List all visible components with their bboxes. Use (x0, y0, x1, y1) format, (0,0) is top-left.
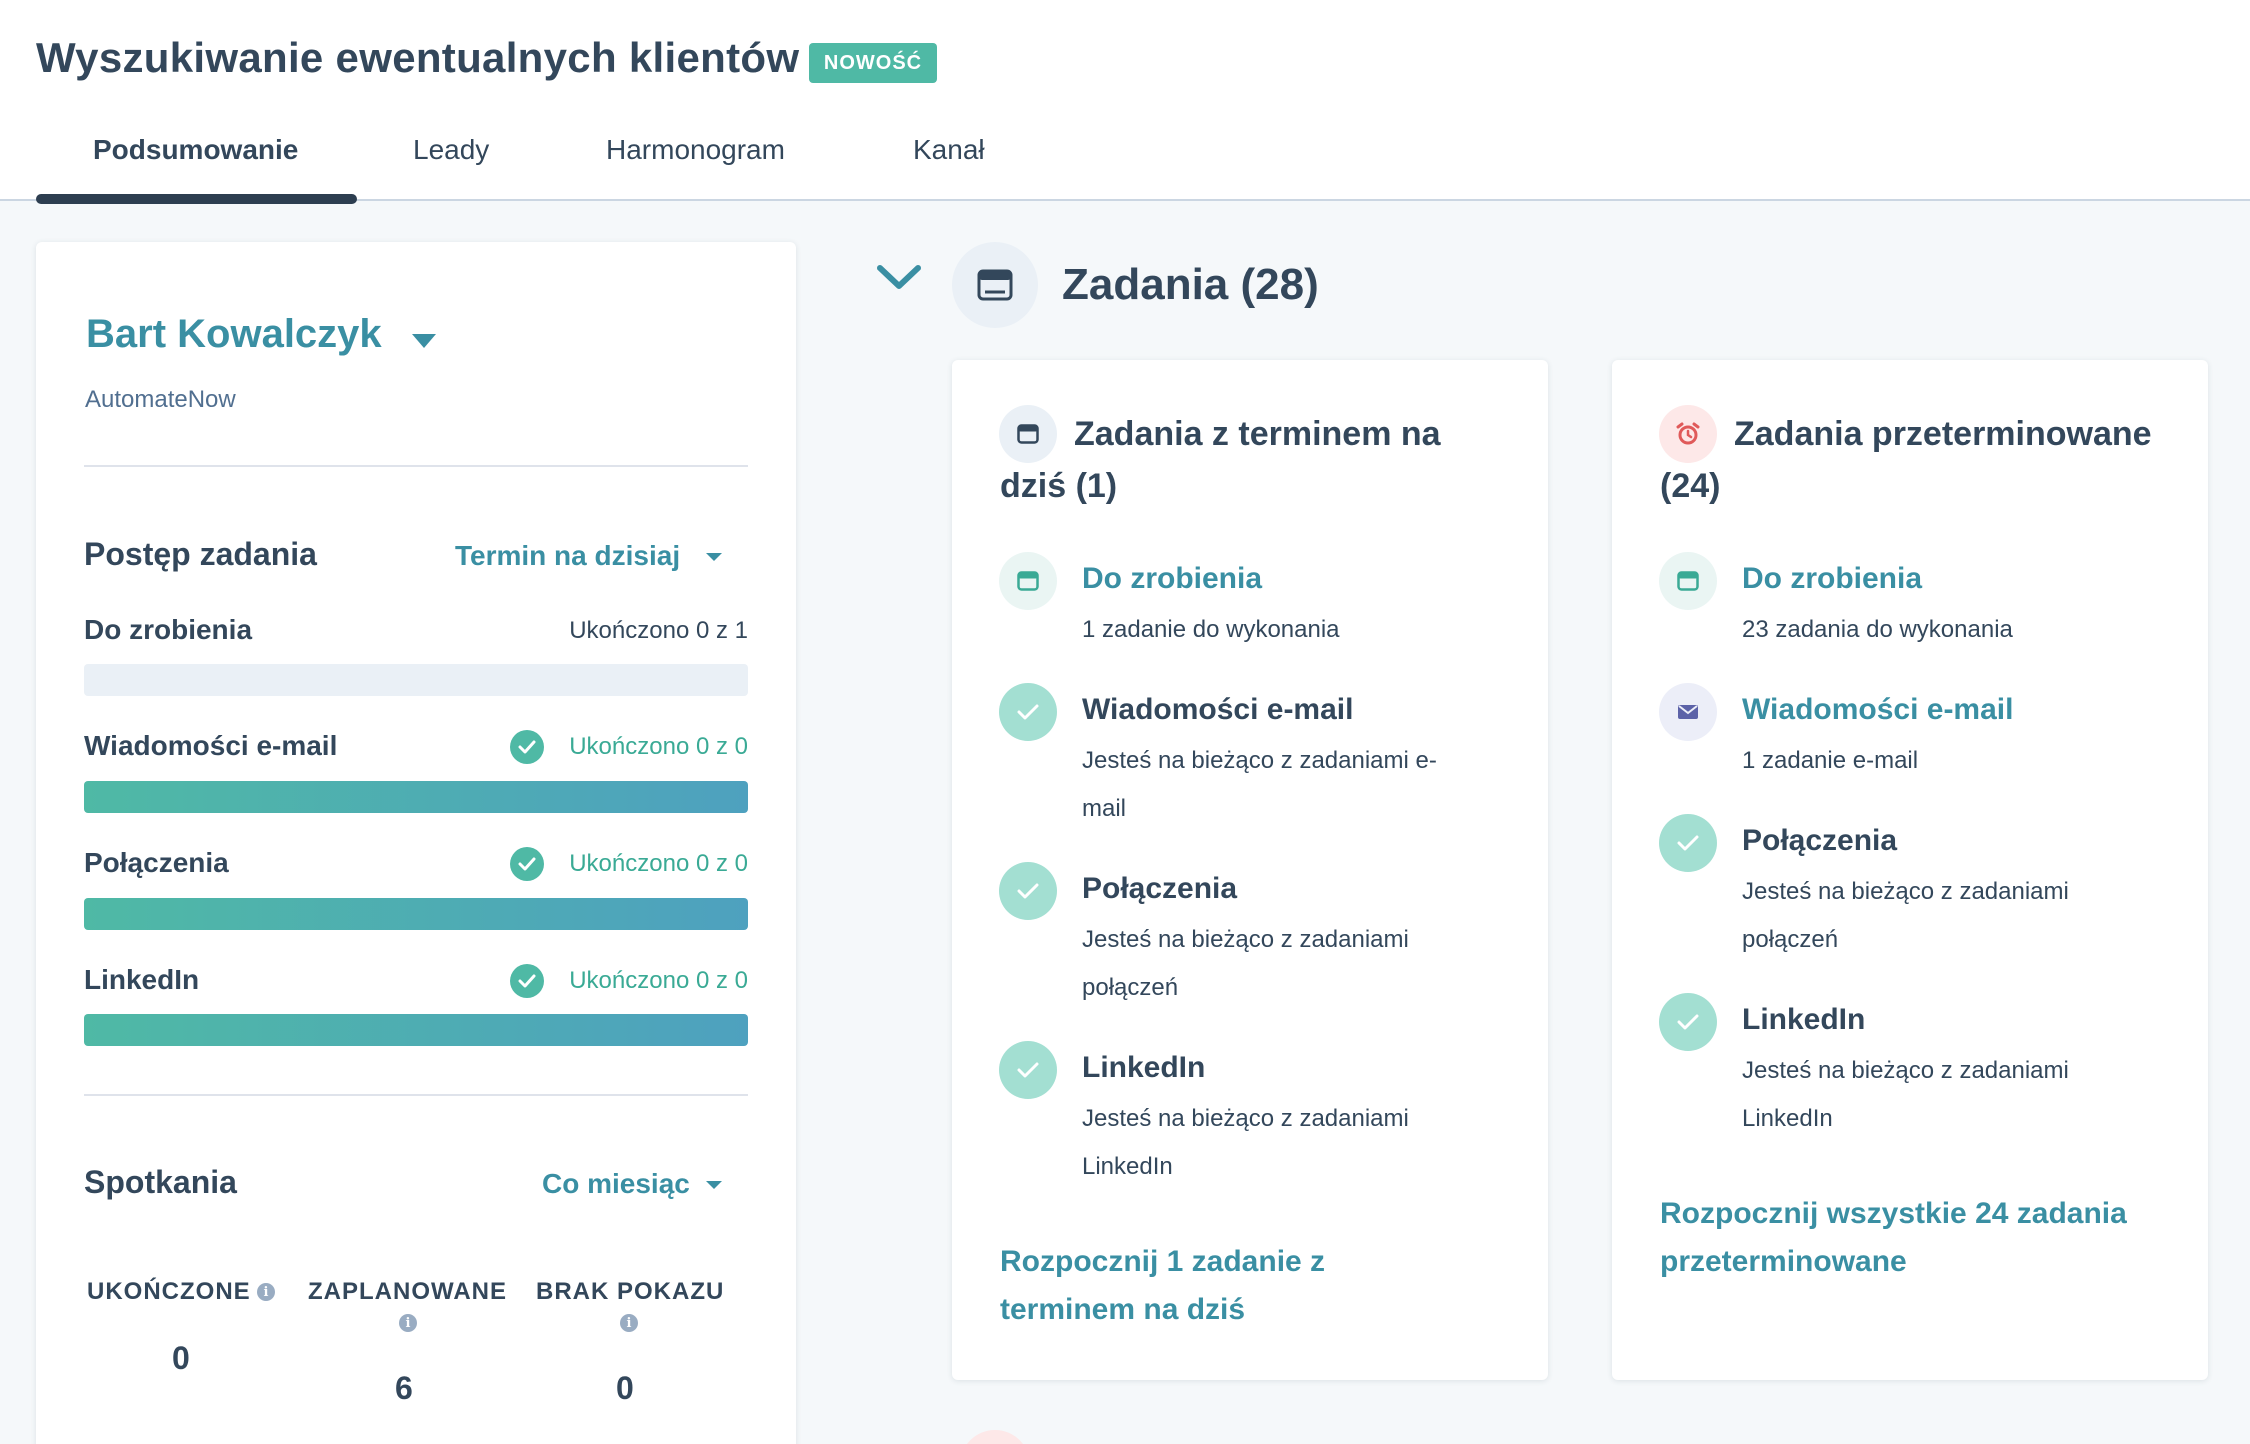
due-today-title-line2: dziś (1) (1000, 467, 1118, 505)
due-today-title: Zadania z terminem na dziś (1) (1000, 408, 1520, 512)
due-today-card (952, 360, 1548, 1380)
stat-label-no-show: BRAK POKAZU (536, 1278, 725, 1305)
task-progress-title: Postęp zadania (84, 536, 317, 572)
progress-label-todo: Do zrobienia (84, 614, 253, 645)
cta-line[interactable]: Rozpocznij wszystkie 24 zadania (1660, 1197, 2127, 1230)
active-tab-indicator (36, 194, 357, 204)
progress-status-linkedin: Ukończono 0 z 0 (569, 967, 748, 994)
caret-down-icon[interactable] (412, 334, 436, 348)
overdue-title-line2: (24) (1660, 467, 1721, 505)
caret-down-icon[interactable] (706, 1181, 722, 1189)
progress-bar-email (84, 781, 748, 813)
progress-status-todo: Ukończono 0 z 1 (569, 617, 748, 644)
progress-label-email: Wiadomości e-mail (84, 730, 338, 761)
desc-line: Jesteś na bieżąco z zadaniami (1082, 1105, 1409, 1132)
overdue-email-desc: 1 zadanie e-mail (1742, 747, 1919, 774)
envelope-icon (1659, 683, 1717, 741)
calendar-task-icon (1659, 552, 1717, 610)
overdue-email-link[interactable]: Wiadomości e-mail (1742, 693, 2014, 726)
checkmark-icon (1659, 993, 1717, 1051)
info-icon[interactable]: i (399, 1314, 417, 1332)
due-today-todo-desc: 1 zadanie do wykonania (1082, 616, 1340, 643)
desc-line: połączeń (1082, 974, 1179, 1001)
progress-status-email: Ukończono 0 z 0 (569, 733, 748, 760)
tab-leady[interactable]: Leady (413, 134, 490, 165)
stat-label-completed: UKOŃCZONE (87, 1278, 251, 1305)
new-badge: NOWOŚĆ (809, 43, 937, 83)
info-icon[interactable]: i (257, 1283, 275, 1301)
progress-status-calls: Ukończono 0 z 0 (569, 850, 748, 877)
caret-down-icon[interactable] (706, 553, 722, 561)
checkmark-icon (510, 847, 544, 881)
company-name: AutomateNow (85, 386, 236, 413)
page-header: Wyszukiwanie ewentualnych klientów NOWOŚ… (0, 0, 2250, 204)
desc-line: Jesteś na bieżąco z zadaniami (1082, 926, 1409, 953)
due-today-calls-desc: Jesteś na bieżąco z zadaniami połączeń (1082, 916, 1409, 1012)
tasks-heading: Zadania (28) (1062, 260, 1319, 309)
tab-podsumowanie[interactable]: Podsumowanie (93, 134, 299, 165)
overdue-linkedin-title: LinkedIn (1742, 1003, 1866, 1036)
overdue-calls-desc: Jesteś na bieżąco z zadaniami połączeń (1742, 868, 2069, 964)
next-section-icon (960, 1430, 1030, 1444)
summary-card (36, 242, 796, 1444)
overdue-title: Zadania przeterminowane (24) (1660, 408, 2200, 512)
due-today-linkedin-title: LinkedIn (1082, 1051, 1206, 1084)
progress-label-linkedin: LinkedIn (84, 964, 200, 995)
desc-line: mail (1082, 795, 1127, 822)
checkmark-icon (999, 862, 1057, 920)
start-overdue-link[interactable]: Rozpocznij wszystkie 24 zadania przeterm… (1660, 1190, 2127, 1286)
cta-line[interactable]: Rozpocznij 1 zadanie z (1000, 1245, 1326, 1278)
due-today-linkedin-desc: Jesteś na bieżąco z zadaniami LinkedIn (1082, 1095, 1409, 1191)
tab-harmonogram[interactable]: Harmonogram (606, 134, 785, 165)
progress-bar-linkedin (84, 1014, 748, 1046)
divider (84, 1094, 748, 1096)
chevron-down-icon (877, 265, 921, 289)
tab-kanal[interactable]: Kanał (913, 134, 985, 165)
divider (84, 465, 748, 467)
start-due-today-link[interactable]: Rozpocznij 1 zadanie z terminem na dziś (1000, 1238, 1325, 1334)
overdue-title-line1: Zadania przeterminowane (1734, 415, 2152, 453)
desc-line: Jesteś na bieżąco z zadaniami e- (1082, 747, 1437, 774)
overdue-linkedin-desc: Jesteś na bieżąco z zadaniami LinkedIn (1742, 1047, 2069, 1143)
cta-line[interactable]: przeterminowane (1660, 1245, 1907, 1278)
checkmark-icon (510, 730, 544, 764)
checkmark-icon (510, 964, 544, 998)
checkmark-icon (999, 683, 1057, 741)
progress-bar-calls (84, 898, 748, 930)
due-today-calls-title: Połączenia (1082, 872, 1238, 905)
overdue-todo-desc: 23 zadania do wykonania (1742, 616, 2013, 643)
desc-line: LinkedIn (1082, 1153, 1173, 1180)
overdue-calls-title: Połączenia (1742, 824, 1898, 857)
cta-line[interactable]: terminem na dziś (1000, 1293, 1246, 1326)
page-title: Wyszukiwanie ewentualnych klientów (36, 34, 800, 81)
due-today-todo-link[interactable]: Do zrobienia (1082, 562, 1263, 595)
due-today-email-title: Wiadomości e-mail (1082, 693, 1354, 726)
overdue-card (1612, 360, 2208, 1380)
task-progress-filter-dropdown[interactable]: Termin na dzisiaj (455, 540, 681, 571)
owner-dropdown[interactable]: Bart Kowalczyk (86, 312, 382, 356)
progress-label-calls: Połączenia (84, 847, 229, 878)
desc-line: połączeń (1742, 926, 1839, 953)
desc-line: Jesteś na bieżąco z zadaniami (1742, 1057, 2069, 1084)
stat-value-no-show: 0 (616, 1370, 634, 1406)
due-today-title-line1: Zadania z terminem na (1074, 415, 1441, 453)
calendar-task-icon (999, 405, 1057, 463)
info-icon[interactable]: i (620, 1314, 638, 1332)
meetings-title: Spotkania (84, 1164, 237, 1200)
calendar-task-icon (952, 242, 1038, 328)
due-today-email-desc: Jesteś na bieżąco z zadaniami e- mail (1082, 737, 1437, 833)
collapse-tasks-button[interactable] (876, 262, 932, 302)
meetings-filter-dropdown[interactable]: Co miesiąc (542, 1168, 690, 1199)
stat-value-scheduled: 6 (395, 1370, 413, 1406)
alarm-clock-icon (1659, 405, 1717, 463)
checkmark-icon (999, 1041, 1057, 1099)
checkmark-icon (1659, 814, 1717, 872)
overdue-todo-link[interactable]: Do zrobienia (1742, 562, 1923, 595)
desc-line: LinkedIn (1742, 1105, 1833, 1132)
stat-label-scheduled: ZAPLANOWANE (308, 1278, 507, 1305)
stat-value-completed: 0 (172, 1340, 190, 1376)
desc-line: Jesteś na bieżąco z zadaniami (1742, 878, 2069, 905)
calendar-task-icon (999, 552, 1057, 610)
progress-bar-todo (84, 664, 748, 696)
